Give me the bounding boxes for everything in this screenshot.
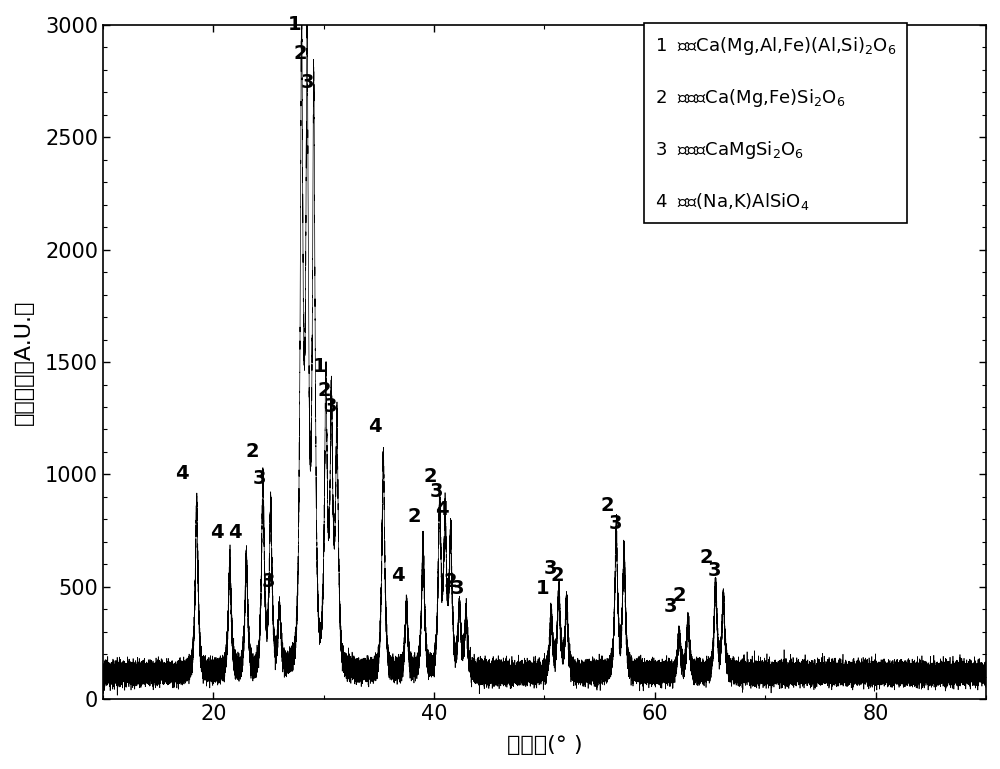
Text: 1  辉石Ca(Mg,Al,Fe)(Al,Si)$_2$O$_6$

2  透辉石Ca(Mg,Fe)Si$_2$O$_6$

3  透辉石CaMgSi$_2$O: 1 辉石Ca(Mg,Al,Fe)(Al,Si)$_2$O$_6$ 2 透辉石Ca… — [655, 35, 896, 212]
Text: 3: 3 — [300, 73, 314, 92]
Text: 4: 4 — [229, 523, 242, 542]
Text: 1: 1 — [535, 579, 549, 598]
Text: 2: 2 — [444, 572, 457, 591]
Text: 3: 3 — [543, 559, 557, 578]
Y-axis label: 衍射强度（A.U.）: 衍射强度（A.U.） — [14, 299, 34, 424]
Text: 2: 2 — [551, 565, 565, 584]
Text: 3: 3 — [430, 482, 443, 501]
Text: 4: 4 — [176, 464, 189, 484]
Text: 4: 4 — [391, 565, 404, 584]
Text: 2: 2 — [245, 442, 259, 461]
Text: 2: 2 — [407, 507, 421, 526]
Text: 1: 1 — [288, 15, 302, 34]
Text: 2: 2 — [672, 586, 686, 604]
X-axis label: 衍射角(° ): 衍射角(° ) — [507, 735, 582, 755]
Text: 3: 3 — [664, 597, 677, 616]
Text: 3: 3 — [324, 397, 337, 416]
Text: 1: 1 — [312, 357, 326, 375]
Text: 2: 2 — [424, 467, 438, 486]
Text: 3: 3 — [253, 469, 266, 488]
Text: 2: 2 — [700, 548, 714, 567]
Text: 3: 3 — [451, 579, 464, 598]
Text: 2: 2 — [601, 496, 614, 515]
Text: 3: 3 — [262, 572, 275, 591]
Text: 4: 4 — [435, 501, 449, 519]
Text: 4: 4 — [210, 523, 223, 542]
Text: 4: 4 — [368, 418, 381, 436]
Text: 3: 3 — [608, 514, 622, 533]
Text: 2: 2 — [294, 44, 307, 63]
Text: 3: 3 — [708, 561, 721, 580]
Text: 2: 2 — [318, 381, 332, 401]
